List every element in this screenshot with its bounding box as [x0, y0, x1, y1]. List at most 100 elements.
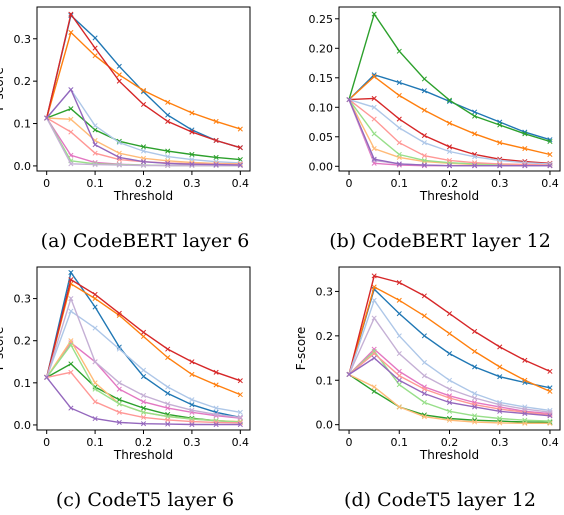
caption-codet5-layer-12: (d) CodeT5 layer 12 [344, 489, 536, 511]
data-point-marker [497, 420, 503, 426]
data-point-marker [116, 150, 122, 156]
data-point-marker [472, 348, 478, 354]
data-point-marker [371, 355, 377, 361]
data-point-marker [346, 97, 352, 103]
data-point-marker [547, 413, 553, 419]
data-point-marker [497, 402, 503, 408]
data-point-marker [92, 53, 98, 59]
data-point-marker [165, 355, 171, 361]
data-point-marker [421, 157, 427, 163]
x-tick-label: 0 [43, 177, 50, 190]
data-point-marker [547, 420, 553, 426]
data-point-marker [446, 148, 453, 155]
y-axis-label: F-score [294, 327, 308, 370]
data-point-marker [522, 146, 528, 152]
y-tick-label: 0.0 [14, 160, 32, 173]
data-point-marker [547, 368, 553, 374]
x-tick-label: 0 [346, 436, 353, 449]
y-tick-label: 0.2 [14, 75, 32, 88]
data-point-marker [165, 112, 171, 118]
data-point-marker [371, 74, 377, 80]
data-point-marker [371, 346, 377, 352]
data-point-marker [68, 405, 74, 411]
data-point-marker [396, 382, 402, 388]
data-point-marker [472, 113, 478, 119]
series-line-0 [348, 74, 551, 141]
data-point-marker [472, 328, 478, 334]
data-point-marker [237, 414, 243, 420]
data-point-marker [116, 72, 122, 78]
data-point-marker [396, 373, 402, 379]
x-tick-label: 0.3 [491, 177, 509, 190]
data-point-marker [116, 154, 122, 160]
data-point-marker [446, 395, 453, 401]
series-line-10 [46, 88, 241, 166]
data-point-marker [421, 313, 427, 319]
data-point-marker [497, 122, 503, 128]
y-tick-label: 0.1 [14, 377, 32, 390]
data-point-marker [371, 351, 377, 357]
data-point-marker [140, 405, 147, 411]
data-point-marker [396, 116, 402, 122]
y-tick-label: 0.3 [316, 285, 334, 298]
data-point-marker [116, 380, 122, 386]
data-point-marker [237, 145, 243, 151]
data-point-marker [522, 357, 528, 363]
data-point-marker [446, 98, 453, 104]
data-point-marker [189, 407, 195, 413]
data-point-marker [92, 304, 98, 310]
y-tick-label: 0.00 [309, 160, 334, 173]
data-point-marker [421, 359, 427, 366]
caption-codebert-layer-6: (a) CodeBERT layer 6 [40, 230, 250, 252]
data-point-marker [213, 118, 219, 124]
data-point-marker [140, 162, 147, 169]
data-point-marker [92, 35, 98, 41]
data-point-marker [497, 415, 503, 422]
x-tick-label: 0.1 [86, 177, 104, 190]
data-point-marker [213, 411, 219, 417]
data-point-marker [189, 110, 195, 116]
data-point-marker [396, 368, 402, 374]
data-point-marker [92, 162, 98, 168]
x-tick-label: 0.4 [541, 177, 559, 190]
data-point-marker [547, 163, 553, 169]
x-tick-label: 0.1 [391, 177, 409, 190]
data-point-marker [68, 106, 74, 112]
caption-codebert-layer-12: (b) CodeBERT layer 12 [329, 230, 551, 252]
data-point-marker [446, 408, 453, 414]
data-point-marker [371, 72, 377, 78]
data-point-marker [237, 392, 243, 398]
data-point-marker [68, 161, 74, 167]
x-axis-label: Threshold [113, 448, 173, 462]
chart-1: 0 0.1 0.2 0.3 0.4 0.00 0.05 0.10 0.15 0.20 0.25 Thr… [309, 6, 561, 203]
data-point-marker [44, 374, 50, 380]
data-point-marker [189, 161, 195, 167]
y-tick-label: 0.25 [309, 13, 334, 26]
data-point-marker [371, 273, 377, 279]
data-point-marker [92, 380, 98, 386]
y-tick-label: 0.0 [316, 419, 334, 432]
data-point-marker [68, 11, 74, 17]
data-point-marker [92, 142, 98, 148]
data-point-marker [116, 419, 122, 425]
x-tick-label: 0.4 [541, 436, 559, 449]
data-point-marker [497, 140, 503, 146]
data-point-marker [446, 157, 453, 163]
data-point-marker [421, 88, 427, 94]
data-point-marker [446, 120, 453, 126]
y-tick-label: 0.1 [316, 374, 334, 387]
data-point-marker [140, 148, 147, 154]
x-tick-label: 0 [43, 436, 50, 449]
chart-0: 0 0.1 0.2 0.3 0.4 0.0 0.1 0.2 0.3 Threshold F-scor… [0, 6, 251, 203]
series-line-0 [46, 14, 241, 149]
data-point-marker [213, 382, 219, 388]
data-point-marker [497, 374, 503, 380]
data-point-marker [165, 421, 171, 427]
data-point-marker [116, 401, 122, 407]
x-tick-label: 0.2 [441, 177, 459, 190]
data-point-marker [446, 377, 453, 383]
data-point-marker [140, 333, 147, 340]
data-point-marker [421, 333, 427, 339]
data-point-marker [116, 409, 122, 415]
data-point-marker [396, 404, 402, 410]
